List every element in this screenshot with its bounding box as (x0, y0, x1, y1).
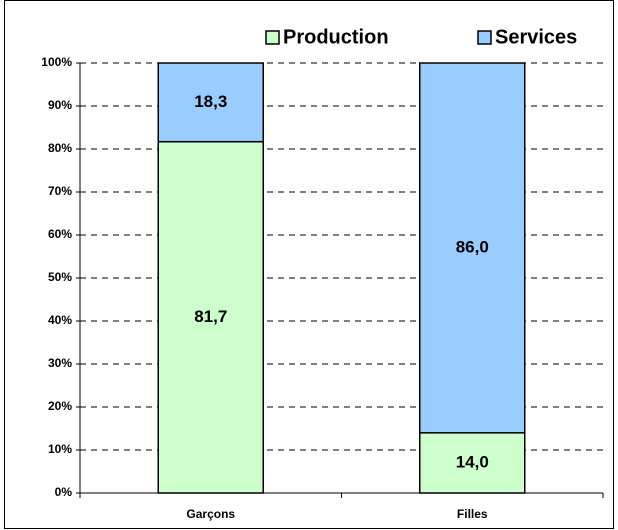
y-tick-label: 20% (48, 399, 72, 413)
bar-segment (419, 432, 526, 494)
y-tick-label: 50% (48, 270, 72, 284)
legend-label: Services (495, 26, 577, 48)
y-tick-label: 60% (48, 227, 72, 241)
bar-segment (419, 62, 526, 434)
legend-swatch (265, 30, 280, 45)
y-tick-label: 40% (48, 313, 72, 327)
y-tick-label: 90% (48, 98, 72, 112)
x-tick-label: Garçons (186, 507, 235, 521)
legend-swatch (477, 30, 492, 45)
y-tick-label: 70% (48, 184, 72, 198)
bar-segment (157, 62, 264, 143)
y-tick-label: 30% (48, 356, 72, 370)
data-label: 86,0 (456, 237, 489, 256)
legend-label: Production (283, 26, 389, 48)
y-tick-label: 80% (48, 141, 72, 155)
y-tick-label: 0% (55, 485, 73, 499)
data-label: 81,7 (194, 307, 227, 326)
x-tick-label: Filles (457, 507, 488, 521)
y-tick-label: 10% (48, 442, 72, 456)
data-label: 14,0 (456, 452, 489, 471)
data-label: 18,3 (194, 92, 227, 111)
y-tick-label: 100% (41, 55, 72, 69)
bar-segment (157, 140, 264, 494)
